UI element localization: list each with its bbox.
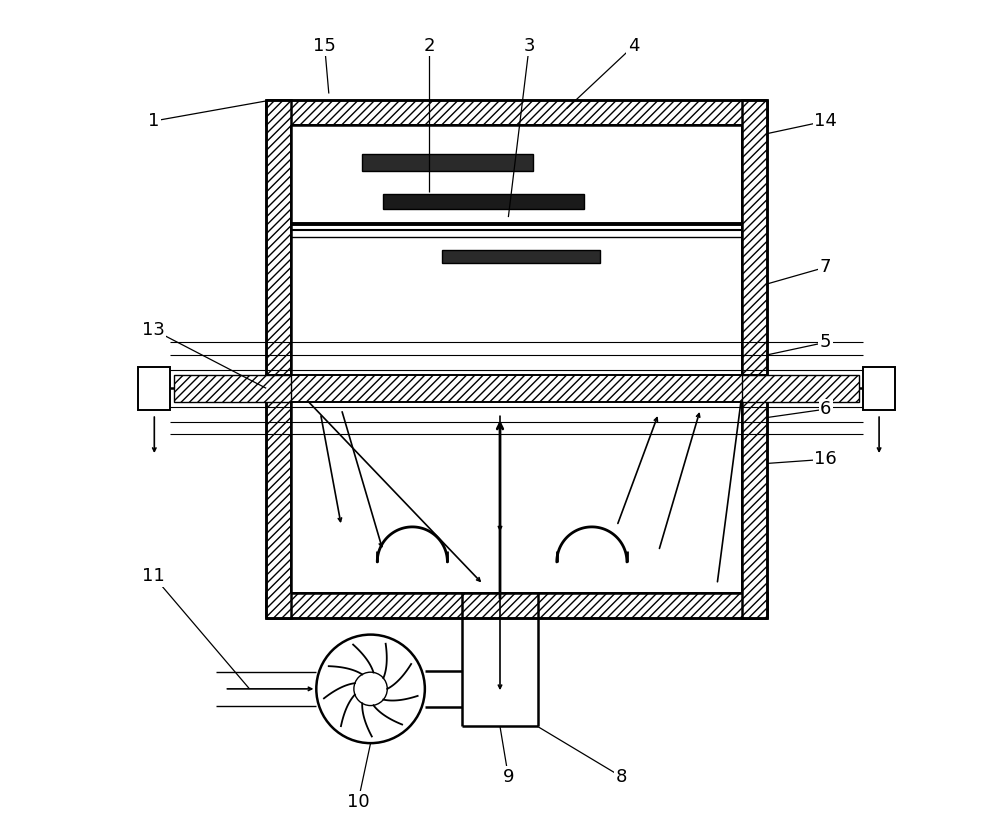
Text: 7: 7 — [820, 258, 831, 276]
Text: 14: 14 — [814, 112, 837, 130]
Bar — [266, 375, 767, 402]
Bar — [266, 100, 767, 125]
Text: 5: 5 — [820, 333, 831, 352]
Bar — [174, 375, 291, 402]
Bar — [742, 100, 767, 618]
Bar — [291, 125, 742, 593]
Bar — [863, 367, 895, 410]
Bar — [383, 194, 584, 209]
Bar — [742, 375, 859, 402]
Text: 16: 16 — [814, 450, 837, 468]
Text: 2: 2 — [423, 37, 435, 55]
Bar — [266, 100, 291, 618]
Text: 13: 13 — [142, 321, 165, 339]
Bar — [266, 593, 767, 618]
Bar — [138, 367, 170, 410]
Bar — [442, 250, 600, 263]
Text: 8: 8 — [615, 767, 627, 786]
Text: 15: 15 — [313, 37, 336, 55]
Bar — [362, 154, 533, 171]
Text: 6: 6 — [820, 400, 831, 418]
Text: 3: 3 — [523, 37, 535, 55]
Text: 9: 9 — [503, 767, 514, 786]
Text: 1: 1 — [148, 112, 159, 130]
Text: 11: 11 — [142, 567, 165, 585]
Text: 10: 10 — [347, 792, 369, 811]
Text: 4: 4 — [628, 37, 639, 55]
